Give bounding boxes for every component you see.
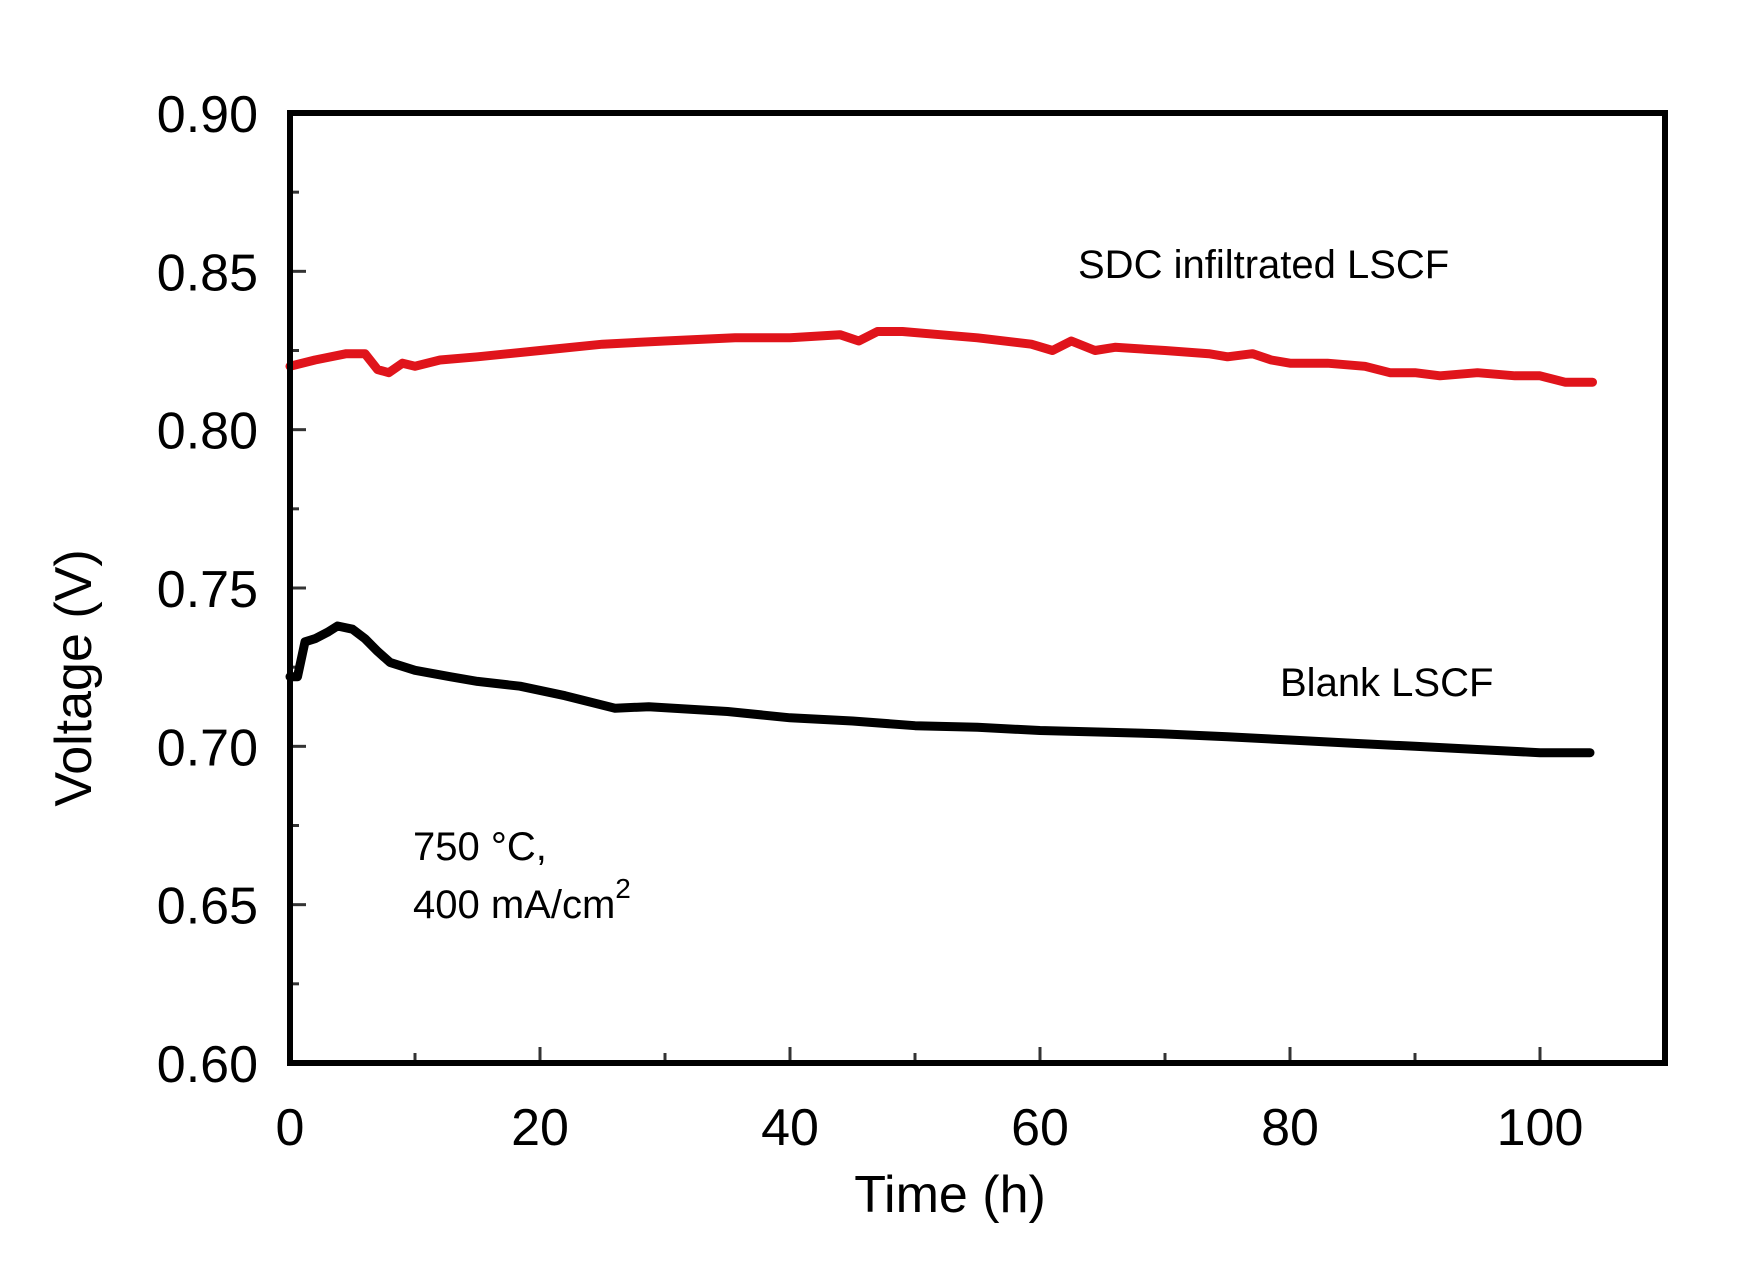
y-tick-label: 0.65	[157, 878, 258, 936]
annotation-blank-label: Blank LSCF	[1280, 661, 1493, 705]
x-tick-label: 40	[761, 1099, 819, 1157]
series-line-blank-lscf	[285, 621, 1595, 758]
annotation-current-density-text: 400 mA/cm	[413, 883, 615, 927]
annotation-current-density: 400 mA/cm2	[413, 873, 631, 927]
x-tick-label: 0	[276, 1099, 305, 1157]
labels-layer: 0 20 40 60 80 100 0.60 0.65 0.70 0.75 0.80 0.85 0.90	[157, 86, 1584, 1157]
x-tick-label: 20	[511, 1099, 569, 1157]
x-axis-title: Time (h)	[854, 1166, 1046, 1224]
annotation-sdc-label: SDC infiltrated LSCF	[1078, 243, 1449, 287]
y-axis-title: Voltage (V)	[45, 549, 103, 806]
y-tick-label: 0.75	[157, 561, 258, 619]
series-line-sdc-infiltrated-lscf	[285, 327, 1597, 387]
x-tick-label: 100	[1497, 1099, 1584, 1157]
y-tick-label: 0.85	[157, 244, 258, 302]
y-tick-label: 0.70	[157, 719, 258, 777]
annotation-temperature: 750 °C,	[413, 825, 547, 869]
y-tick-label: 0.90	[157, 86, 258, 144]
plot-frame	[287, 110, 1668, 1066]
x-tick-label: 80	[1261, 1099, 1319, 1157]
y-tick-label: 0.80	[157, 403, 258, 461]
x-tick-label: 60	[1011, 1099, 1069, 1157]
annotation-superscript: 2	[615, 873, 631, 904]
series-layer	[285, 327, 1597, 758]
y-tick-label: 0.60	[157, 1036, 258, 1094]
